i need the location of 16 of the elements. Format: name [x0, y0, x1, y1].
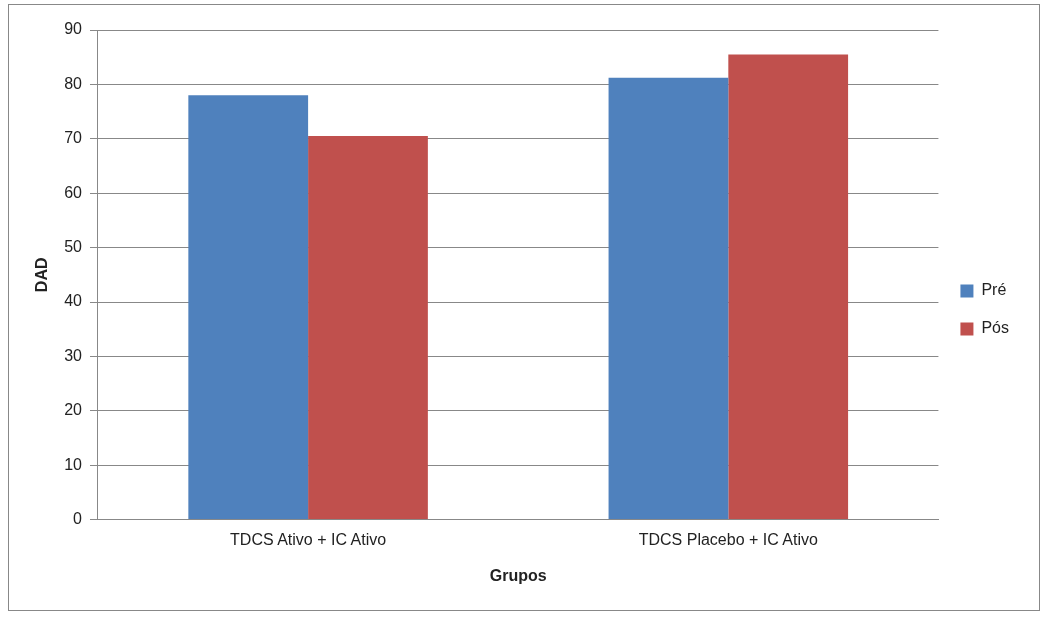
x-axis-title: Grupos [489, 566, 547, 584]
x-tick-label: TDCS Ativo + IC Ativo [230, 530, 387, 548]
y-tick-label: 60 [64, 183, 83, 201]
y-tick-label: 80 [64, 74, 83, 92]
legend-label: Pré [981, 281, 1007, 299]
x-tick-label: TDCS Placebo + IC Ativo [638, 530, 819, 548]
y-tick-label: 10 [64, 455, 83, 473]
y-axis-title: DAD [33, 257, 51, 293]
y-tick-label: 30 [64, 346, 83, 364]
legend-label: Pós [981, 319, 1010, 337]
y-tick-label: 20 [64, 401, 83, 419]
y-tick-label: 0 [73, 510, 83, 528]
y-tick-label: 50 [64, 238, 83, 256]
y-tick-label: 70 [64, 129, 83, 147]
y-tick-label: 40 [64, 292, 83, 310]
y-tick-label: 90 [64, 20, 83, 38]
